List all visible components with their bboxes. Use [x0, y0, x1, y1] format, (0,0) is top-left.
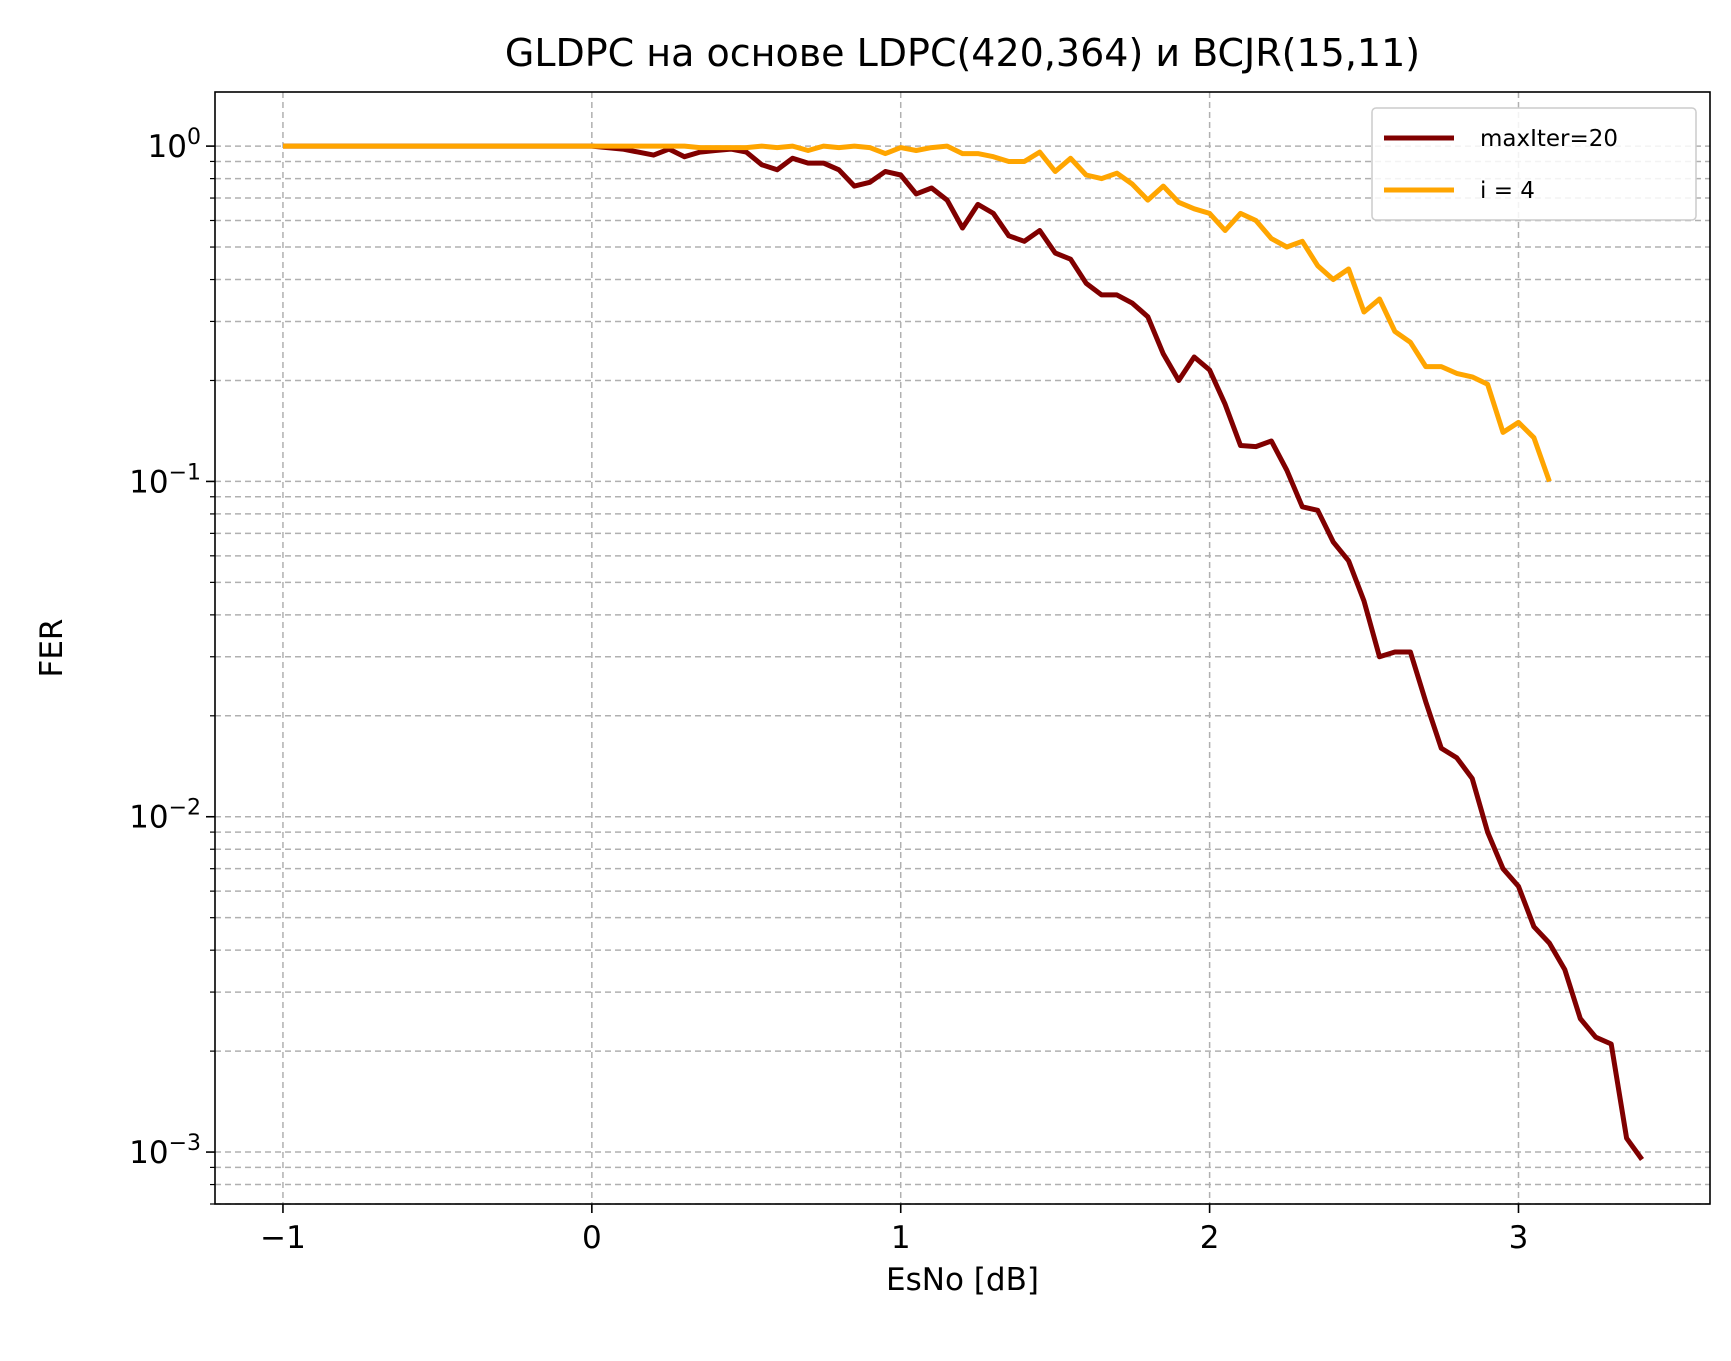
x-tick-label: 0 — [582, 1220, 602, 1256]
axis-ticks: −1 0 1 2 3 100 10−1 10−2 10−3 — [129, 125, 1528, 1256]
y-tick-label: 100 — [148, 125, 201, 165]
y-tick-label: 10−2 — [129, 796, 201, 836]
y-tick-label: 10−3 — [129, 1131, 201, 1171]
x-tick-label: 1 — [891, 1220, 911, 1256]
x-tick-label: 2 — [1200, 1220, 1220, 1256]
legend: maxIter=20 i = 4 — [1371, 107, 1697, 221]
y-axis-label: FER — [34, 619, 70, 678]
legend-label: maxIter=20 — [1480, 126, 1618, 152]
y-tick-label: 10−1 — [129, 460, 201, 500]
x-tick-label: −1 — [260, 1220, 306, 1256]
plot-frame — [214, 91, 1711, 1205]
series-line — [283, 143, 1552, 483]
chart-title: GLDPC на основе LDPC(420,364) и BCJR(15,… — [505, 31, 1420, 75]
x-axis-label: EsNo [dB] — [886, 1262, 1039, 1298]
series-line — [283, 143, 1645, 1161]
x-tick-label: 3 — [1509, 1220, 1529, 1256]
series-lines — [283, 143, 1645, 1161]
legend-label: i = 4 — [1480, 178, 1535, 204]
